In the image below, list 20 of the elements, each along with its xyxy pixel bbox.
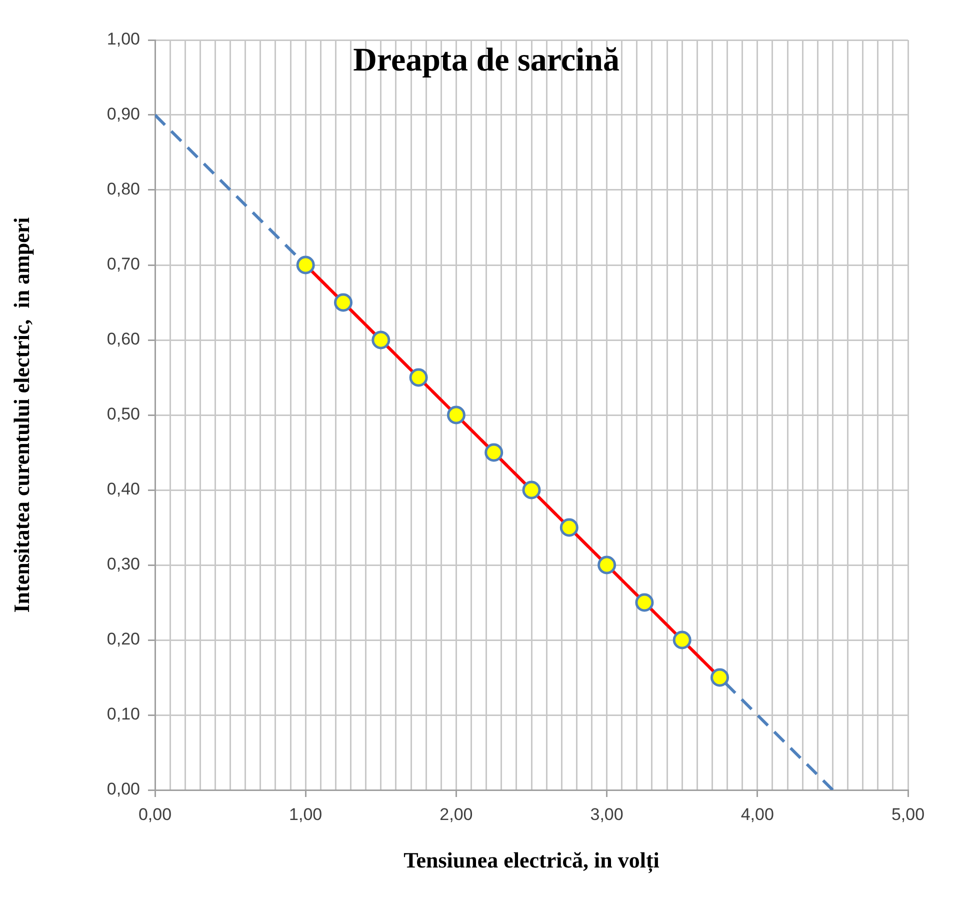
y-tick-label: 1,00 — [106, 30, 140, 49]
x-tick-label: 0,00 — [138, 804, 172, 824]
y-axis-title: Intensitatea curentului electric, in amperi — [8, 217, 34, 613]
x-tick-label: 5,00 — [891, 804, 925, 824]
x-tick-label: 3,00 — [590, 804, 624, 824]
chart-title: Dreapta de sarcină — [353, 42, 620, 79]
x-tick-label: 4,00 — [740, 804, 774, 824]
y-tick-label: 0,50 — [106, 404, 140, 424]
x-axis-title: Tensiunea electrică, in volți — [404, 847, 660, 874]
y-tick-label: 0,70 — [106, 254, 140, 274]
y-tick-label: 0,90 — [106, 104, 140, 124]
y-tick-label: 0,20 — [106, 630, 140, 649]
x-tick-label: 2,00 — [440, 804, 473, 824]
y-tick-label: 0,40 — [106, 480, 140, 499]
y-tick-label: 0,80 — [106, 180, 140, 199]
x-tick-label: 1,00 — [289, 804, 322, 824]
y-tick-label: 0,10 — [106, 704, 140, 724]
y-tick-label: 0,60 — [106, 330, 140, 349]
y-tick-label: 0,00 — [106, 780, 140, 799]
y-tick-label: 0,30 — [106, 554, 140, 574]
